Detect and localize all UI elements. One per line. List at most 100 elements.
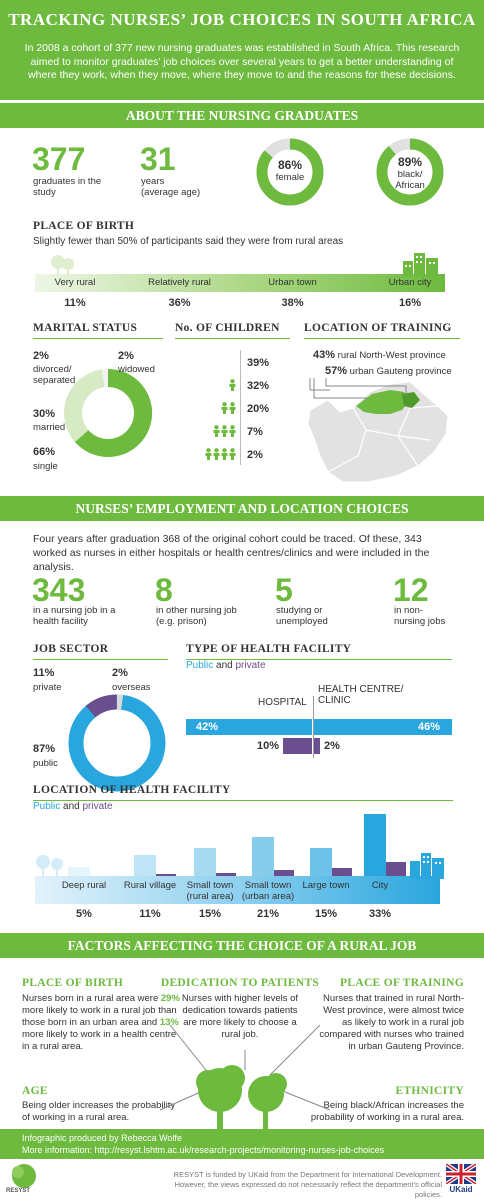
female-label: female	[275, 172, 305, 183]
female-donut	[256, 138, 324, 206]
funding-line-1: RESYST is funded by UKaid from the Depar…	[173, 1170, 442, 1179]
pob-highlight-2: 13%	[159, 1017, 179, 1028]
age-label-2: (average age)	[141, 187, 201, 198]
birth-cat-very-rural: Very rural 11%	[35, 277, 115, 309]
stat-label-1: in other nursing job	[156, 605, 237, 616]
private-pct: 11%	[33, 667, 55, 679]
facility-type-legend: Public and private	[186, 660, 266, 671]
location-category-pct: 5%	[76, 908, 92, 920]
rural-tree-icon	[51, 255, 74, 277]
birth-cat-pct: 38%	[281, 297, 304, 309]
page-title: TRACKING NURSES’ JOB CHOICES IN SOUTH AF…	[8, 10, 476, 29]
stat-non-nursing-label: in non- nursing jobs	[394, 605, 445, 627]
location-private-bar	[386, 862, 406, 876]
private-label: private	[33, 682, 62, 693]
job-sector-underline	[33, 659, 168, 660]
stat-label-1: in a nursing job in a	[33, 605, 116, 616]
loc-legend-and: and	[63, 801, 80, 812]
location-private-bar	[156, 874, 176, 876]
widowed-pct: 2%	[118, 350, 134, 362]
stat-nursing-job-label: in a nursing job in a health facility	[33, 605, 115, 627]
pob-highlight-1: 29%	[160, 993, 180, 1004]
stat-studying-value: 5	[275, 572, 293, 608]
training-heading: LOCATION OF TRAINING	[304, 322, 452, 334]
graduates-value: 377	[32, 141, 86, 177]
training-urban: 57% urban Gauteng province	[325, 365, 452, 377]
clinic-label-2: CLINIC	[318, 695, 351, 706]
training-rural-pct: 43%	[313, 349, 336, 361]
female-pct: 86%	[277, 158, 303, 172]
stat-studying-label: studying or unemployed	[276, 605, 328, 627]
location-public-bar	[134, 855, 156, 876]
location-category-pct: 21%	[256, 908, 280, 920]
stat-other-nursing-label: in other nursing job (e.g. prison)	[156, 605, 237, 627]
location-category-label: Small town (rural area)	[186, 880, 234, 902]
birth-cat-label: Very rural	[54, 277, 96, 288]
location-private-bar	[274, 870, 294, 876]
birth-gradient-bar	[35, 274, 445, 292]
training-underline	[304, 338, 460, 339]
trees-icon	[196, 1065, 287, 1130]
overseas-label: overseas	[112, 682, 151, 693]
ukaid-label: UKaid	[449, 1185, 473, 1194]
factor-age-heading: AGE	[22, 1085, 48, 1097]
birth-categories: Very rural 11% Relatively rural 36% Urba…	[35, 277, 445, 317]
divorced-label-2: separated	[33, 375, 76, 386]
hospital-private-pct: 10%	[257, 740, 280, 752]
resyst-logo	[12, 1164, 36, 1188]
factor-connector-lines	[159, 1024, 331, 1111]
children-row-icons	[205, 448, 236, 460]
clinic-label: HEALTH CENTRE/ CLINIC	[318, 684, 403, 706]
uk-flag-icon	[446, 1164, 476, 1184]
facility-divider	[313, 696, 314, 758]
factor-age-text: Being older increases the probability of…	[22, 1100, 176, 1123]
factor-ethnicity-heading: ETHNICITY	[395, 1085, 464, 1097]
location-facility-heading: LOCATION OF HEALTH FACILITY	[33, 784, 231, 796]
training-urban-label: urban Gauteng province	[349, 366, 452, 377]
legend-and: and	[216, 660, 233, 671]
city-buildings-icon	[403, 253, 438, 277]
single-label: single	[33, 461, 58, 472]
pob-text-2: more likely to work in a rural job than …	[22, 1005, 177, 1028]
graduates-label: graduates in the study	[33, 176, 102, 198]
location-category-label: City	[371, 880, 389, 891]
stat-label-2: (e.g. prison)	[156, 616, 207, 627]
place-of-birth-heading: PLACE OF BIRTH	[33, 220, 135, 232]
married-label: married	[33, 422, 66, 433]
divorced-label-1: divorced/	[33, 364, 72, 375]
age-value: 31	[140, 141, 176, 177]
location-private-bar	[332, 868, 352, 876]
children-row-pct: 20%	[247, 403, 270, 415]
legend-private: private	[235, 660, 266, 671]
stat-label-2: nursing jobs	[394, 616, 446, 627]
birth-cat-label: Relatively rural	[148, 277, 211, 288]
footer-more-info[interactable]: More information: http://resyst.lshtm.ac…	[22, 1145, 385, 1155]
birth-cat-relatively-rural: Relatively rural 36%	[132, 277, 227, 309]
south-africa-map	[307, 378, 449, 483]
stat-label-1: studying or	[276, 605, 323, 616]
divorced-pct: 2%	[33, 350, 49, 362]
factor-dedication-text: Nurses with higher levels of dedication …	[181, 993, 299, 1040]
factors-heading: FACTORS AFFECTING THE CHOICE OF A RURAL …	[67, 938, 417, 953]
location-private-bar	[216, 873, 236, 876]
children-row-icons	[221, 402, 236, 414]
hospital-private-bar	[283, 738, 312, 754]
location-public-bar	[364, 814, 386, 876]
black-pct: 89%	[397, 155, 423, 169]
about-band: ABOUT THE NURSING GRADUATES	[0, 103, 484, 128]
training-urban-pct: 57%	[325, 365, 348, 377]
job-sector-donut	[68, 694, 166, 792]
stat-non-nursing-value: 12	[393, 572, 429, 608]
birth-cat-pct: 11%	[64, 297, 86, 309]
location-category-pct: 33%	[368, 908, 392, 920]
female-text: 86% female	[255, 158, 325, 183]
children-underline	[175, 338, 290, 339]
legend-public: Public	[186, 660, 214, 671]
widowed-label: widowed	[118, 364, 155, 375]
children-row-pct: 39%	[247, 357, 270, 369]
stat-label-2: unemployed	[276, 616, 328, 627]
location-category-label: Large town	[302, 880, 350, 891]
married-pct: 30%	[33, 408, 56, 420]
age-label: years (average age)	[141, 176, 200, 198]
training-rural-label: rural North-West province	[337, 350, 446, 361]
